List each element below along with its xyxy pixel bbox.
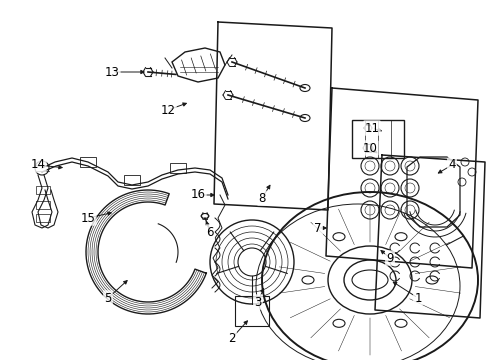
Bar [36,214,50,222]
Text: 16: 16 [191,189,205,202]
Text: 15: 15 [80,211,96,225]
Text: 11: 11 [365,122,379,135]
Text: 13: 13 [104,66,120,78]
Bar [235,296,269,326]
Text: 8: 8 [258,192,266,204]
Text: 10: 10 [363,141,377,154]
Text: 4: 4 [448,158,456,171]
Bar [170,163,186,173]
Bar [80,157,96,167]
Text: 1: 1 [414,292,422,305]
Bar [124,175,140,185]
Text: 12: 12 [161,104,175,117]
Text: 2: 2 [228,332,236,345]
Text: 14: 14 [30,158,46,171]
Bar [36,186,50,194]
Text: 3: 3 [254,296,262,309]
Text: 6: 6 [206,225,214,238]
Text: 5: 5 [104,292,112,305]
Text: 7: 7 [314,221,322,234]
Bar [36,201,50,209]
Text: 9: 9 [386,252,394,265]
Bar [352,120,404,158]
